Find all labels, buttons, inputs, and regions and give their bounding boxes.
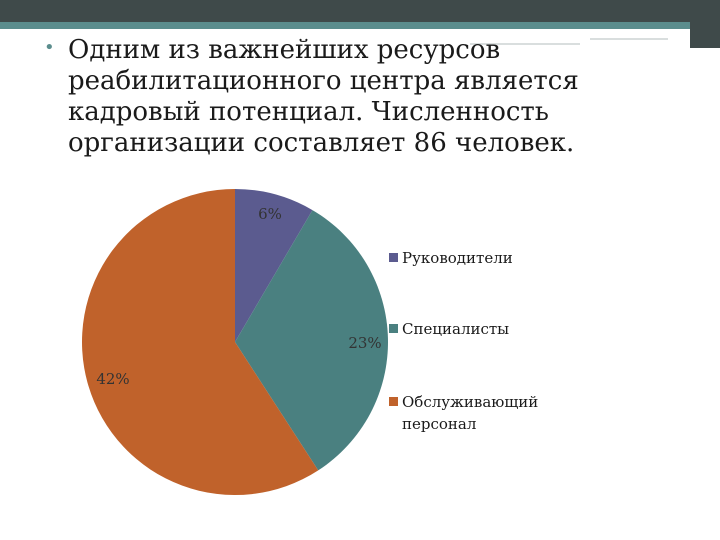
accent-line (470, 43, 580, 45)
body-line: реабилитационного центра является (68, 66, 579, 96)
pie-slice (235, 210, 388, 471)
legend-label: Руководители (402, 249, 513, 267)
bullet-marker: • (44, 37, 55, 58)
body-line: Одним из важнейших ресурсов (68, 35, 501, 65)
legend-swatch (389, 397, 398, 406)
slice-data-label: 6% (258, 205, 282, 223)
body-line: организации составляет 86 человек. (68, 128, 575, 158)
legend-swatch (389, 253, 398, 262)
accent-strip (0, 22, 690, 29)
pie-slice (81, 189, 319, 495)
legend-label: Обслуживающий (402, 393, 538, 411)
body-line: кадровый потенциал. Численность (68, 97, 549, 127)
slice-data-label: 23% (348, 334, 381, 352)
slide-body-text: Одним из важнейших ресурсов реабилитацио… (68, 35, 608, 159)
legend-label: персонал (402, 415, 476, 433)
accent-line (590, 38, 668, 40)
title-bar-band (0, 0, 720, 22)
legend-label: Специалисты (402, 320, 509, 338)
slice-data-label: 42% (96, 370, 129, 388)
pie-slice (235, 188, 313, 342)
legend-swatch (389, 324, 398, 333)
title-bar-corner (690, 0, 720, 48)
